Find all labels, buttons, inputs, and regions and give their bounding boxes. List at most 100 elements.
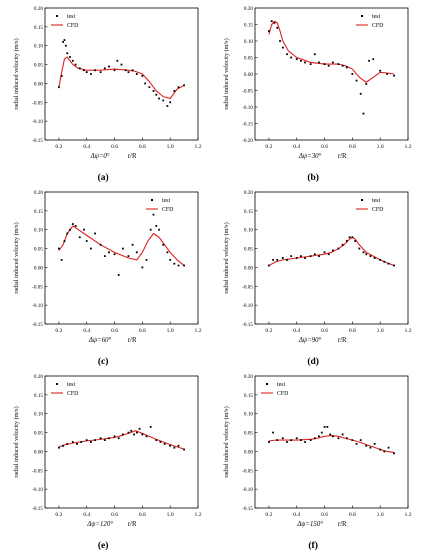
test-point bbox=[379, 448, 382, 451]
y-tick-label: -0.15 bbox=[242, 506, 253, 512]
test-point bbox=[64, 44, 67, 47]
cfd-series bbox=[58, 56, 185, 100]
test-point bbox=[362, 112, 365, 115]
legend-test-marker bbox=[361, 199, 363, 201]
x-tick-label: 1.0 bbox=[167, 328, 174, 334]
test-point bbox=[329, 433, 332, 436]
test-point bbox=[85, 71, 88, 74]
y-tick-label: 0.00 bbox=[244, 72, 253, 78]
cfd-line bbox=[268, 435, 395, 454]
test-point bbox=[345, 66, 348, 69]
test-point bbox=[169, 258, 172, 261]
y-tick-label: 0.00 bbox=[244, 265, 253, 271]
cfd-series bbox=[58, 225, 185, 266]
y-tick-label: 0.20 bbox=[244, 190, 253, 196]
y-tick-label: 0.20 bbox=[34, 374, 43, 380]
y-tick-label: 0.20 bbox=[244, 6, 253, 12]
test-point bbox=[90, 247, 92, 250]
test-point bbox=[323, 426, 326, 428]
test-point bbox=[368, 59, 370, 62]
y-axis-label: radial induced velocity (m/s) bbox=[223, 222, 230, 293]
angle-label: Δψ=120° bbox=[86, 521, 113, 528]
test-point bbox=[268, 441, 270, 443]
test-point bbox=[304, 257, 306, 259]
test-point bbox=[152, 90, 155, 92]
legend-cfd-label: CFD bbox=[67, 391, 78, 397]
cfd-series bbox=[268, 435, 395, 454]
test-series bbox=[268, 236, 395, 267]
cfd-series bbox=[268, 236, 395, 267]
y-tick-label: -0.05 bbox=[32, 100, 43, 106]
cfd-line bbox=[58, 430, 185, 450]
test-point bbox=[276, 258, 279, 261]
test-point bbox=[144, 82, 147, 85]
x-tick-label: 1.0 bbox=[377, 144, 384, 150]
test-point bbox=[121, 433, 124, 436]
x-tick-label: 0.6 bbox=[321, 144, 328, 150]
x-tick-label: 1.2 bbox=[405, 144, 412, 150]
x-tick-label: 0.4 bbox=[293, 144, 300, 150]
y-tick-label: -0.05 bbox=[242, 89, 253, 95]
test-point bbox=[313, 253, 316, 256]
x-axis-label: r/R bbox=[128, 521, 137, 528]
test-point bbox=[108, 437, 110, 440]
test-point bbox=[131, 243, 134, 246]
test-point bbox=[372, 58, 375, 61]
x-tick-label: 0.2 bbox=[265, 144, 272, 150]
y-axis-label: radial induced velocity (m/s) bbox=[223, 38, 230, 109]
panel-letter: (b) bbox=[307, 172, 319, 183]
y-tick-label: -0.15 bbox=[32, 138, 43, 144]
test-point bbox=[78, 236, 81, 239]
x-tick-label: 0.2 bbox=[265, 328, 272, 334]
x-tick-label: 0.8 bbox=[139, 144, 146, 150]
test-point bbox=[281, 257, 284, 259]
test-point bbox=[60, 74, 63, 77]
test-point bbox=[90, 441, 92, 443]
panel-e: -0.15 -0.10 -0.05 0.00 0.05 0.10 0.15 0.20 0.2 0.… bbox=[13, 374, 202, 550]
panel-f: -0.15 -0.10 -0.05 0.00 0.05 0.10 0.15 0.20 0.2 0.… bbox=[223, 374, 412, 550]
test-point bbox=[295, 257, 298, 259]
test-point bbox=[103, 439, 106, 442]
y-tick-label: -0.10 bbox=[32, 119, 43, 125]
test-point bbox=[141, 74, 144, 77]
test-point bbox=[155, 439, 158, 442]
test-point bbox=[71, 59, 74, 62]
test-point bbox=[108, 65, 110, 68]
test-point bbox=[327, 253, 330, 256]
test-point bbox=[58, 247, 60, 250]
test-point bbox=[113, 69, 116, 72]
test-point bbox=[309, 63, 312, 65]
test-point bbox=[62, 41, 64, 43]
legend: test CFD bbox=[356, 198, 383, 213]
test-point bbox=[379, 258, 382, 261]
y-tick-label: 0.05 bbox=[244, 431, 253, 437]
test-point bbox=[183, 448, 185, 451]
test-point bbox=[159, 441, 162, 443]
y-tick-label: 0.10 bbox=[34, 44, 43, 50]
test-point bbox=[351, 73, 354, 75]
test-point bbox=[351, 439, 354, 442]
test-point bbox=[127, 255, 130, 258]
test-point bbox=[62, 444, 64, 447]
test-point bbox=[117, 437, 120, 440]
test-point bbox=[365, 83, 368, 85]
y-tick-label: 0.10 bbox=[244, 228, 253, 234]
legend-test-marker bbox=[151, 199, 153, 201]
test-point bbox=[124, 69, 127, 72]
test-point bbox=[177, 444, 180, 447]
test-point bbox=[85, 240, 88, 242]
angle-label: Δψ=150° bbox=[296, 521, 323, 528]
y-tick-label: -0.10 bbox=[242, 105, 253, 111]
y-tick-label: 0.15 bbox=[244, 209, 253, 215]
legend-test-label: test bbox=[67, 382, 75, 388]
y-tick-label: 0.10 bbox=[244, 39, 253, 45]
test-point bbox=[85, 439, 88, 442]
x-tick-label: 1.2 bbox=[405, 328, 412, 334]
plot-frame bbox=[254, 375, 409, 509]
legend-test-marker bbox=[266, 383, 268, 385]
test-point bbox=[276, 439, 279, 442]
test-point bbox=[116, 59, 119, 62]
x-tick-label: 0.6 bbox=[111, 512, 118, 518]
test-point bbox=[173, 90, 176, 92]
legend-test-label: test bbox=[277, 382, 285, 388]
